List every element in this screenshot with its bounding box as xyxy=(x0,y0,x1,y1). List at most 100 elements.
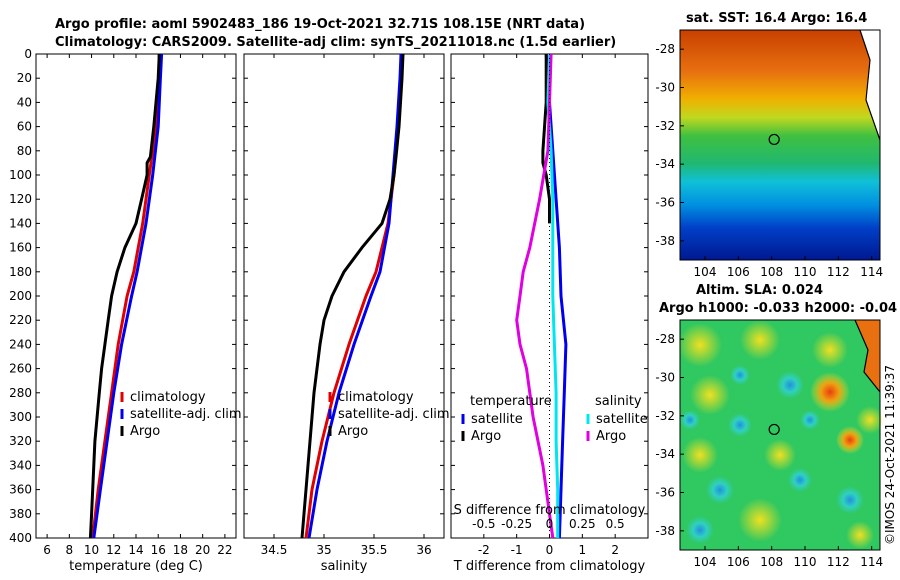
legend-header-temperature: temperature xyxy=(470,394,552,409)
y-tick-label: 200 xyxy=(9,289,32,303)
map-x-tick-label: 110 xyxy=(794,555,817,569)
y-tick-label: 360 xyxy=(9,483,32,497)
figure-title-line2: Climatology: CARS2009. Satellite-adj cli… xyxy=(55,35,616,50)
map-x-tick-label: 110 xyxy=(794,265,817,279)
argo-position-marker xyxy=(768,133,780,146)
y-tick-label: 320 xyxy=(9,434,32,448)
x-tick-label: 34.5 xyxy=(261,543,288,557)
sla-anomaly-blob xyxy=(810,372,850,412)
y-tick-label: 300 xyxy=(9,410,32,424)
series-line-argo xyxy=(300,53,405,539)
map-x-tick-label: 114 xyxy=(860,555,883,569)
x-tick-label: 10 xyxy=(84,543,99,557)
legend-label: satellite xyxy=(596,412,648,427)
sst-land xyxy=(860,30,880,140)
x-tick-label: 22 xyxy=(217,543,232,557)
y-tick-label: 380 xyxy=(9,507,32,521)
map-x-tick-label: 108 xyxy=(760,265,783,279)
x-tick-label: 14 xyxy=(128,543,143,557)
x-tick-label: 2 xyxy=(611,543,619,557)
x-tick-label: 36 xyxy=(416,543,431,557)
y-tick-label: 20 xyxy=(17,71,32,85)
sla-anomaly-blob xyxy=(740,320,780,360)
x-tick-label: -1 xyxy=(511,543,523,557)
x-tick-label: 16 xyxy=(151,543,166,557)
series-line-climatology xyxy=(91,53,162,539)
sla-anomaly-blob xyxy=(788,468,812,492)
legend-label: Argo xyxy=(338,424,368,439)
sla-anomaly-blob xyxy=(800,410,820,430)
series-line-salinity-satellite xyxy=(546,53,560,538)
y-tick-label: 160 xyxy=(9,241,32,255)
x-tick-label: 8 xyxy=(66,543,74,557)
plot-frame xyxy=(243,53,445,539)
y-tick-label: 240 xyxy=(9,337,32,351)
top-tick-label: -0.25 xyxy=(501,517,532,531)
figure-title-line1: Argo profile: aoml 5902483_186 19-Oct-20… xyxy=(55,17,585,32)
temperature-panel: 6 8 10 12 14 16 18 20 22020406080100120140160180… xyxy=(9,47,242,574)
y-tick-label: 60 xyxy=(17,120,32,134)
legend-label: Argo xyxy=(471,429,501,444)
legend-label: Argo xyxy=(130,424,160,439)
map-y-tick-label: -38 xyxy=(655,234,675,248)
map-y-tick-label: -28 xyxy=(655,332,675,346)
series-line-satellite-adj-clim xyxy=(92,53,164,539)
series-line-climatology xyxy=(304,53,404,539)
y-tick-label: 340 xyxy=(9,458,32,472)
top-axis-label: S difference from climatology xyxy=(454,503,646,518)
sla-anomaly-blob xyxy=(730,365,750,385)
legend-label: satellite xyxy=(471,412,523,427)
y-tick-label: 100 xyxy=(9,168,32,182)
sla-map: 104 106 108 110 112 114 -28 -30 -32 -34 -36 -38 xyxy=(655,319,884,569)
x-tick-label: 18 xyxy=(173,543,188,557)
legend-label: satellite-adj. clim xyxy=(338,407,450,422)
map-x-tick-label: 104 xyxy=(694,555,717,569)
x-tick-label: 0 xyxy=(546,543,554,557)
series-line-temperature-satellite xyxy=(544,53,568,539)
x-axis-label: salinity xyxy=(321,559,368,574)
x-axis-label: temperature (deg C) xyxy=(69,559,203,574)
sla-coastline xyxy=(854,319,881,393)
y-tick-label: 40 xyxy=(17,95,32,109)
y-tick-label: 140 xyxy=(9,216,32,230)
argo-position-marker xyxy=(768,423,780,436)
sst-field xyxy=(680,30,880,260)
y-tick-label: 260 xyxy=(9,362,32,376)
sla-anomaly-blob xyxy=(836,486,864,514)
x-tick-label: 20 xyxy=(195,543,210,557)
map-y-tick-label: -32 xyxy=(655,409,675,423)
plot-frame xyxy=(35,53,237,539)
x-axis-label: T difference from climatology xyxy=(453,559,646,574)
sla-anomaly-blob xyxy=(680,410,700,430)
sla-anomaly-blob xyxy=(776,371,804,399)
map-y-tick-label: -30 xyxy=(655,81,675,95)
sla-map-title-line1: Altim. SLA: 0.024 xyxy=(696,283,823,298)
sla-anomaly-blob xyxy=(856,406,884,434)
map-y-tick-label: -32 xyxy=(655,119,675,133)
map-y-tick-label: -36 xyxy=(655,196,675,210)
series-line-salinity-argo xyxy=(515,53,555,539)
x-tick-label: 35.5 xyxy=(361,543,388,557)
map-frame xyxy=(679,29,881,261)
map-x-tick-label: 106 xyxy=(727,265,750,279)
map-y-tick-label: -34 xyxy=(655,157,675,171)
y-tick-label: 220 xyxy=(9,313,32,327)
map-x-tick-label: 104 xyxy=(694,265,717,279)
sst-map-title: sat. SST: 16.4 Argo: 16.4 xyxy=(686,11,867,26)
map-x-tick-label: 112 xyxy=(827,265,850,279)
map-y-tick-label: -30 xyxy=(655,371,675,385)
legend-label: satellite-adj. clim xyxy=(130,407,242,422)
sla-anomaly-blob xyxy=(812,332,848,368)
x-tick-label: 1 xyxy=(579,543,587,557)
sst-coastline xyxy=(859,29,881,141)
y-tick-label: 80 xyxy=(17,144,32,158)
legend-label: Argo xyxy=(596,429,626,444)
sst-map: 104 106 108 110 112 114 -28 -30 -32 -34 -36 -38 xyxy=(655,29,883,279)
credit-text: ©IMOS 24-Oct-2021 11:39:37 xyxy=(883,365,897,545)
top-tick-label: -0.5 xyxy=(472,517,495,531)
y-tick-label: 120 xyxy=(9,192,32,206)
map-y-tick-label: -34 xyxy=(655,447,675,461)
sla-anomaly-blob xyxy=(678,323,722,367)
y-tick-label: 0 xyxy=(24,47,32,61)
series-line-temperature-argo xyxy=(541,54,551,224)
